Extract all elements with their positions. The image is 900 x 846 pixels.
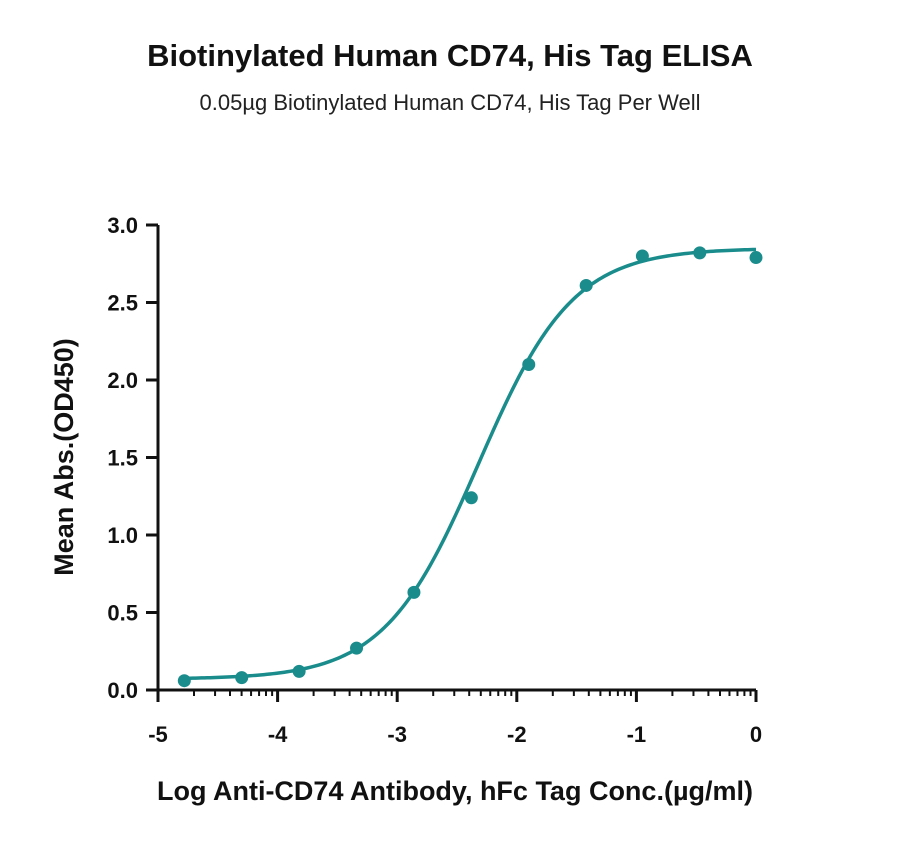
- y-tick-label: 3.0: [107, 213, 138, 238]
- data-point: [464, 491, 478, 505]
- x-axis-title: Log Anti-CD74 Antibody, hFc Tag Conc.(µg…: [157, 776, 753, 806]
- data-point: [177, 674, 191, 688]
- data-point: [579, 278, 593, 292]
- data-point: [407, 585, 421, 599]
- data-point: [693, 246, 707, 260]
- x-tick-label: -1: [627, 722, 647, 747]
- data-point: [235, 671, 249, 685]
- y-axis: 0.0 0.5 1.0 1.5 2.0 2.5 3.0: [107, 213, 160, 703]
- data-point: [749, 251, 763, 265]
- data-point: [350, 641, 364, 655]
- x-tick-label: -2: [507, 722, 527, 747]
- data-point: [292, 664, 306, 678]
- fit-curve: [184, 247, 757, 681]
- y-tick-label: 1.5: [107, 446, 138, 471]
- y-tick-label: 1.0: [107, 523, 138, 548]
- x-axis: -5 -4 -3 -2 -1 0: [148, 688, 762, 747]
- fit-curve-layer: [184, 247, 757, 681]
- x-tick-label: 0: [750, 722, 762, 747]
- y-tick-label: 2.0: [107, 368, 138, 393]
- x-tick-label: -3: [387, 722, 407, 747]
- data-point: [522, 358, 536, 371]
- y-tick-label: 2.5: [107, 291, 138, 316]
- data-point: [635, 249, 649, 263]
- y-tick-label: 0.5: [107, 601, 138, 626]
- x-tick-label: -4: [268, 722, 288, 747]
- x-tick-label: -5: [148, 722, 168, 747]
- chart-subtitle: 0.05µg Biotinylated Human CD74, His Tag …: [199, 90, 701, 115]
- y-axis-title: Mean Abs.(OD450): [49, 338, 79, 576]
- data-points-layer: [177, 246, 763, 688]
- chart-title: Biotinylated Human CD74, His Tag ELISA: [147, 38, 753, 73]
- y-tick-label: 0.0: [107, 678, 138, 703]
